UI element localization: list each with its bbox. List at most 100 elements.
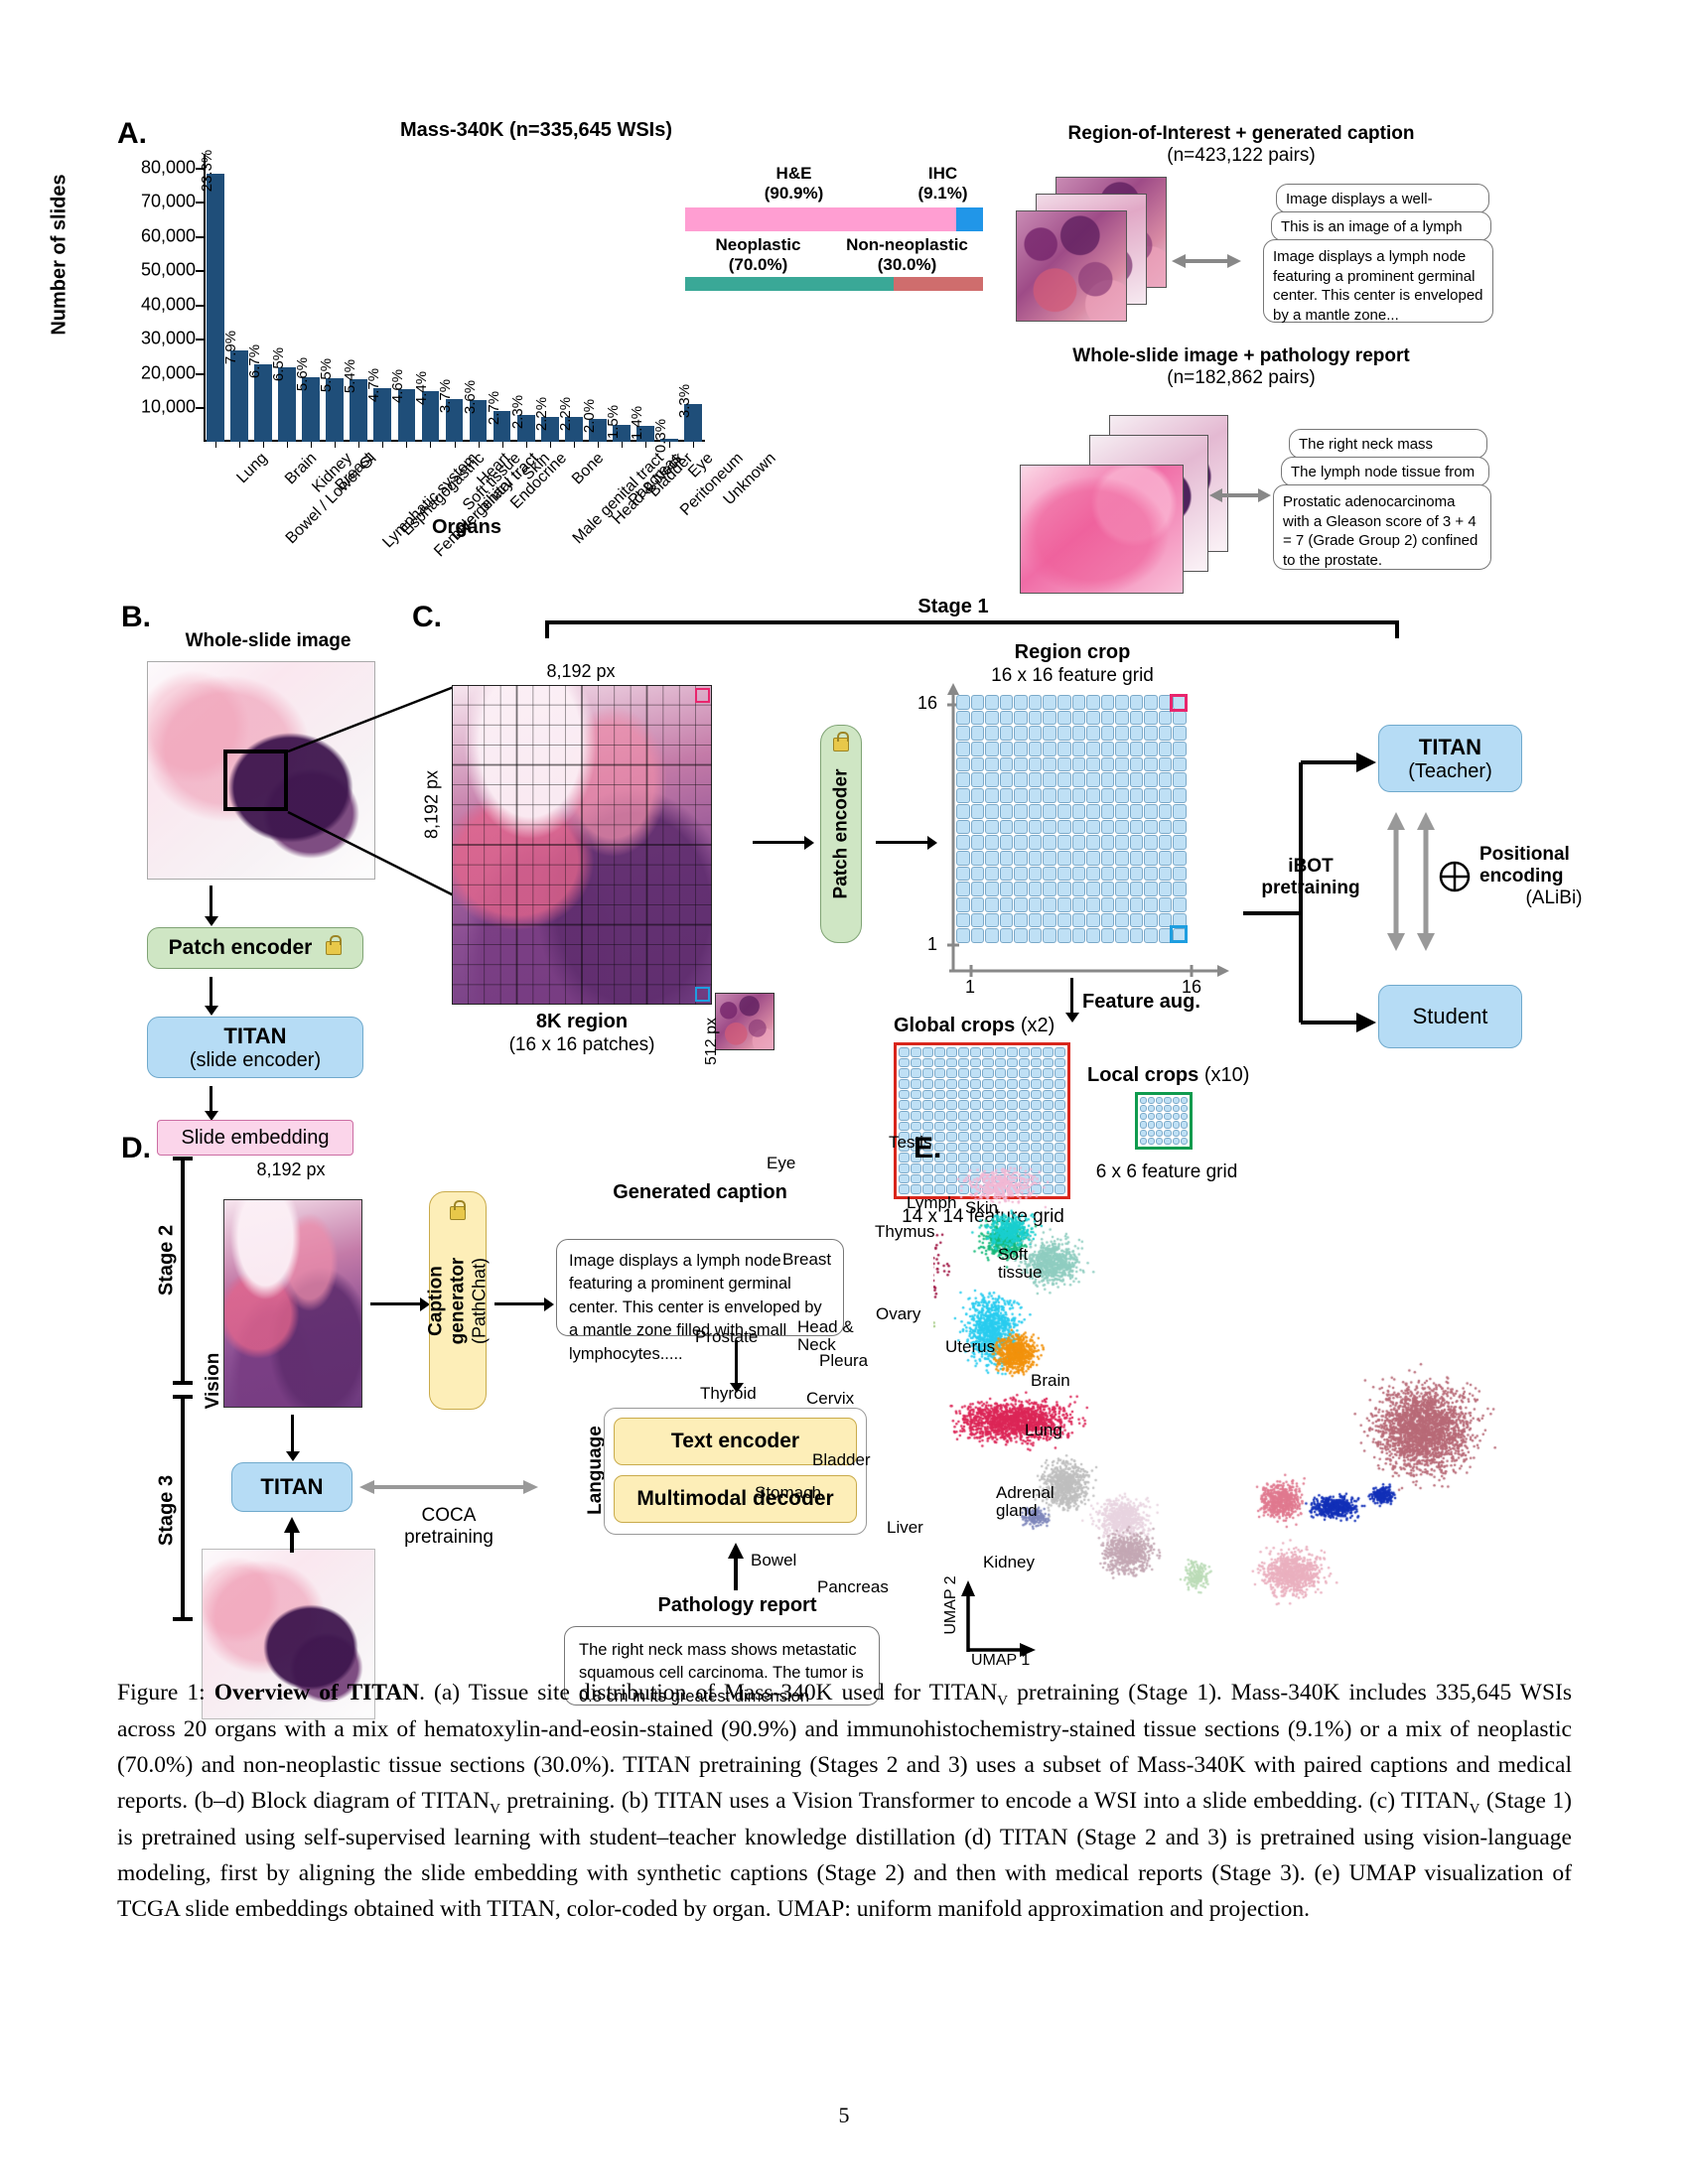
feature-cell [1014, 803, 1028, 819]
feature-cell [1115, 788, 1129, 803]
feature-cell [1156, 1097, 1164, 1105]
feature-cell [899, 1100, 911, 1110]
feature-cell [1144, 819, 1158, 835]
feature-cell [1042, 1068, 1054, 1078]
y-tickmark [196, 372, 204, 375]
feature-cell [1156, 1113, 1164, 1121]
feature-cell [970, 772, 985, 788]
feature-cell [999, 803, 1014, 819]
feature-cell [970, 710, 985, 726]
panel-b-titan-sub: (slide encoder) [189, 1048, 322, 1071]
feature-cell [999, 710, 1014, 726]
feature-cell [1014, 726, 1028, 742]
umap-label-kidney: Kidney [983, 1553, 1035, 1571]
panel-b-title: Whole-slide image [185, 630, 352, 651]
feature-cell [958, 1078, 970, 1089]
text-encoder-box[interactable]: Text encoder [614, 1418, 857, 1465]
bar-female-genital-tract: 4.7% [365, 367, 392, 442]
feature-cell [1056, 788, 1071, 803]
legend-stain-bar [685, 207, 983, 231]
feature-cell [934, 1089, 946, 1100]
panel-d-dim-top: 8,192 px [256, 1160, 326, 1179]
feature-cell [999, 695, 1014, 710]
feature-cell [1086, 850, 1100, 866]
umap-label-testis: Testis [889, 1133, 932, 1152]
panel-d-titan-box[interactable]: TITAN [231, 1462, 352, 1512]
feature-cell [1086, 896, 1100, 912]
feature-cell [999, 819, 1014, 835]
feature-cell [985, 896, 999, 912]
feature-cell [1129, 896, 1144, 912]
panel-b-patch-encoder[interactable]: Patch encoder [147, 927, 363, 969]
bar-lung: 23.3% [199, 150, 224, 442]
feature-cell [999, 866, 1014, 882]
feature-cell [1071, 742, 1086, 756]
titan-teacher-box[interactable]: TITAN (Teacher) [1378, 725, 1522, 792]
feature-cell [1030, 1047, 1042, 1057]
feature-cell [1129, 819, 1144, 835]
feature-cell [1100, 772, 1115, 788]
feature-cell [1129, 928, 1144, 943]
panel-b-slide-embedding[interactable]: Slide embedding [157, 1120, 353, 1156]
feature-cell [1056, 695, 1071, 710]
feature-cell [958, 1100, 970, 1110]
feature-cell [970, 835, 985, 850]
feature-cell [1043, 788, 1056, 803]
feature-cell [1054, 1047, 1065, 1057]
ibot-line2: pretraining [1261, 878, 1360, 898]
feature-cell [1086, 803, 1100, 819]
region-crop-title: Region crop [1014, 641, 1131, 663]
feature-cell [1100, 710, 1115, 726]
pos-line3: (ALiBi) [1525, 887, 1583, 908]
figure-caption: Figure 1: Overview of TITAN. (a) Tissue … [117, 1676, 1572, 1928]
bar-value-label: 4.7% [365, 367, 383, 402]
umap-label-eye: Eye [767, 1154, 796, 1172]
bar-peritoneum: 1.4% [629, 406, 654, 442]
panel-c-patch-encoder[interactable]: Patch encoder [820, 725, 862, 943]
feature-cell [1100, 756, 1115, 772]
panel-b-patch-encoder-label: Patch encoder [168, 936, 313, 959]
bar-value-label: 1.4% [628, 405, 645, 440]
feature-cell [970, 882, 985, 896]
bar-value-label: 3.6% [461, 380, 479, 415]
y-tickmark [196, 339, 204, 341]
feature-cell [1018, 1100, 1030, 1110]
x-tick-lung: Lung [233, 450, 271, 487]
feature-cell [1006, 1068, 1018, 1078]
zoom-connector-lines [287, 685, 455, 897]
legend-he-percent: (90.9%) [764, 184, 824, 203]
feature-cell [982, 1047, 994, 1057]
bar-value-label: 2.3% [508, 395, 526, 430]
x-tickmark [454, 442, 456, 448]
feature-cell [970, 1078, 982, 1089]
feature-cell [1014, 850, 1028, 866]
feature-cell [1148, 1113, 1156, 1121]
generated-caption-title: Generated caption [613, 1181, 787, 1203]
panel-b-titan-box[interactable]: TITAN (slide encoder) [147, 1017, 363, 1078]
feature-cell [1172, 1113, 1180, 1121]
umap-label-breast: Breast [782, 1250, 832, 1269]
multimodal-decoder-box[interactable]: Multimodal decoder [614, 1475, 857, 1523]
feature-cell [985, 710, 999, 726]
feature-cell [1173, 756, 1187, 772]
caption-generator-text: Caption generator (PathChat) [426, 1257, 491, 1344]
feature-cell [946, 1110, 958, 1121]
feature-cell [958, 1110, 970, 1121]
student-box[interactable]: Student [1378, 985, 1522, 1048]
arrow-image-to-titan-d [291, 1415, 294, 1452]
umap-label-pancreas: Pancreas [817, 1577, 889, 1596]
feature-cell [911, 1057, 922, 1068]
feature-cell [956, 866, 970, 882]
x-tickmark [382, 442, 384, 448]
feature-cell [1028, 803, 1043, 819]
feature-cell [1043, 912, 1056, 928]
feature-cell [934, 1057, 946, 1068]
caption-generator-box[interactable]: Caption generator (PathChat) [426, 1191, 490, 1410]
feature-cell [1043, 896, 1056, 912]
feature-cell [1100, 695, 1115, 710]
feature-cell [1100, 788, 1115, 803]
feature-cell [1028, 772, 1043, 788]
bar-value-label: 6.7% [246, 344, 264, 379]
feature-cell [999, 896, 1014, 912]
x-tickmark [430, 442, 432, 448]
